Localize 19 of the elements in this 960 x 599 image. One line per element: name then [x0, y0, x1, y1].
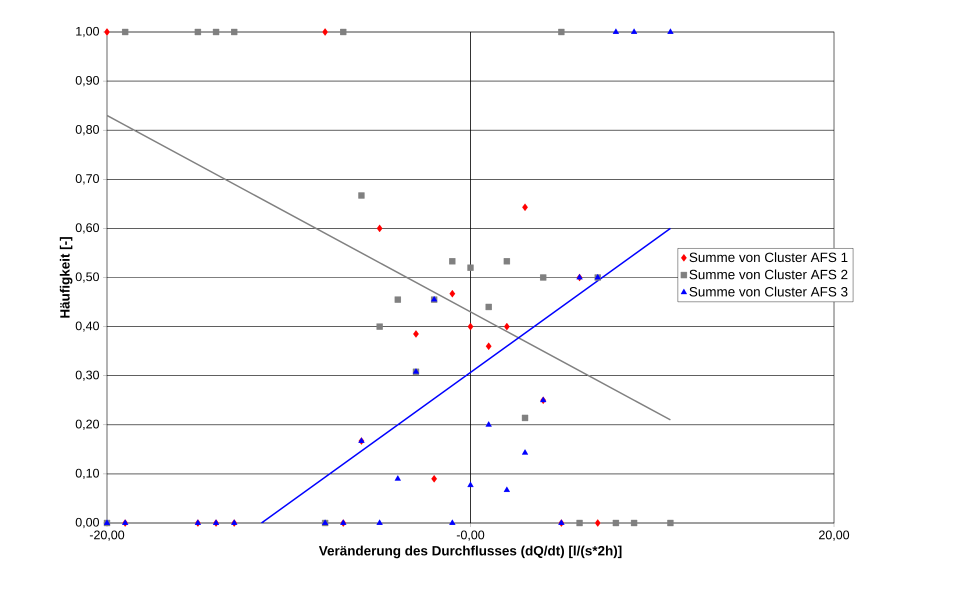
x-tick-label: -0,00 [456, 530, 484, 541]
y-tick-label: 0,80 [76, 125, 100, 136]
legend-label: Summe von Cluster AFS 1 [689, 252, 848, 262]
y-tick-label: 1,00 [76, 26, 100, 38]
y-tick-label: 0,00 [76, 518, 100, 528]
y-tick-label: 0,20 [76, 420, 100, 430]
legend-label: Summe von Cluster AFS 2 [689, 269, 848, 280]
y-tick-label: 0,50 [76, 272, 100, 283]
x-tick-label: 20,00 [819, 530, 850, 541]
y-tick-label: 0,90 [76, 76, 100, 86]
legend-label: Summe von Cluster AFS 3 [689, 286, 848, 297]
y-tick-label: 0,40 [76, 321, 100, 332]
y-axis-title: Häufigkeit [-] [60, 237, 72, 318]
y-tick-label: 0,70 [76, 174, 100, 184]
y-tick-label: 0,10 [76, 468, 100, 480]
y-tick-label: 0,30 [76, 370, 100, 381]
x-axis-title: Veränderung des Durchflusses (dQ/dt) [l/(s*2h)] [318, 546, 622, 558]
x-tick-label: -20,00 [90, 530, 124, 541]
y-tick-label: 0,60 [76, 223, 100, 234]
